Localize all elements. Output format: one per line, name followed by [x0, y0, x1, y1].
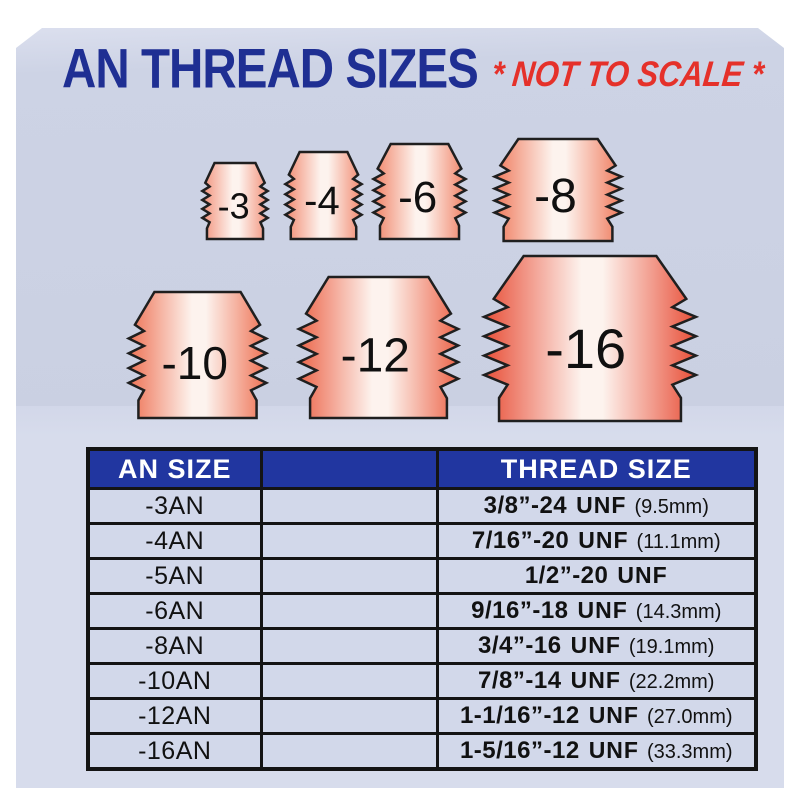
thread-fraction: 7/8”-14: [478, 667, 562, 694]
table-row: -3AN 3/8”-24 UNF (9.5mm): [88, 489, 756, 524]
thread-standard: UNF: [617, 562, 668, 588]
fitting-outline: [299, 277, 458, 418]
thread-mm-equivalent: (14.3mm): [635, 601, 722, 623]
thread-fraction: 3/8”-24: [483, 492, 568, 519]
table-header: AN SIZE THREAD SIZE: [88, 449, 756, 489]
empty-cell: [261, 594, 437, 629]
table-row: -6AN 9/16”-18 UNF (14.3mm): [88, 594, 756, 629]
an-size-cell: -3AN: [88, 489, 261, 524]
table-body: -3AN 3/8”-24 UNF (9.5mm) -4AN 7/16”-20 UNF (11.…: [88, 489, 756, 770]
table-row: -12AN 1-1/16”-12 UNF (27.0mm): [88, 699, 756, 734]
fitting-shape-8: -8: [494, 137, 622, 243]
fitting-shape-10: -10: [128, 290, 267, 420]
fitting-label: -4: [304, 179, 340, 223]
thread-fraction: 1-1/16”-12: [459, 702, 580, 729]
an-size-cell: -8AN: [88, 629, 261, 664]
fitting-outline: [285, 152, 361, 239]
fitting-label: -16: [545, 317, 626, 380]
table-row: -16AN 1-5/16”-12 UNF (33.3mm): [88, 734, 756, 770]
thread-fraction: 1/2”-20: [524, 562, 609, 589]
table-row: -5AN 1/2”-20 UNF: [88, 559, 756, 594]
empty-cell: [261, 559, 437, 594]
thread-size-cell: 3/4”-16 UNF (19.1mm): [437, 629, 756, 664]
col-header-empty: [261, 449, 437, 489]
empty-cell: [261, 734, 437, 770]
thread-standard: UNF: [588, 702, 639, 728]
thread-size-cell: 7/16”-20 UNF (11.1mm): [437, 524, 756, 559]
thread-size-cell: 3/8”-24 UNF (9.5mm): [437, 489, 756, 524]
thread-mm-equivalent: (22.2mm): [628, 671, 715, 693]
thread-size-cell: 1-1/16”-12 UNF (27.0mm): [437, 699, 756, 734]
thread-size-cell: 1/2”-20 UNF: [437, 559, 756, 594]
empty-cell: [261, 629, 437, 664]
fitting-shape-6: -6: [373, 142, 466, 241]
thread-standard: UNF: [570, 632, 621, 658]
thread-size-cell: 1-5/16”-12 UNF (33.3mm): [437, 734, 756, 770]
col-header-thread-size: THREAD SIZE: [437, 449, 756, 489]
header-row: AN SIZE THREAD SIZE: [88, 449, 756, 489]
thread-fraction: 9/16”-18: [471, 597, 569, 624]
empty-cell: [261, 524, 437, 559]
an-size-cell: -12AN: [88, 699, 261, 734]
fittings-diagram: -3 -4 -6 -8 -10 -12 -16: [16, 28, 784, 788]
thread-fraction: 3/4”-16: [478, 632, 562, 659]
thread-size-cell: 9/16”-18 UNF (14.3mm): [437, 594, 756, 629]
thread-mm-equivalent: (27.0mm): [646, 706, 733, 728]
thread-mm-equivalent: (19.1mm): [628, 636, 715, 658]
fitting-shape-3: -3: [202, 161, 268, 241]
thread-standard: UNF: [570, 667, 621, 693]
thread-mm-equivalent: (11.1mm): [636, 531, 721, 553]
fitting-outline: [495, 139, 622, 241]
an-size-cell: -16AN: [88, 734, 261, 770]
thread-fraction: 7/16”-20: [471, 527, 570, 554]
thread-fraction: 1-5/16”-12: [459, 737, 580, 764]
fitting-label: -6: [398, 173, 437, 222]
panel: AN THREAD SIZES * NOT TO SCALE * -3 -4 -6-…: [16, 28, 784, 788]
fitting-outline: [484, 256, 696, 421]
col-header-an-size: AN SIZE: [88, 449, 261, 489]
an-size-cell: -5AN: [88, 559, 261, 594]
fitting-shape-16: -16: [483, 254, 697, 423]
an-size-cell: -4AN: [88, 524, 261, 559]
page-title: AN THREAD SIZES: [62, 37, 478, 100]
fitting-label: -8: [534, 170, 577, 223]
thread-standard: UNF: [576, 492, 627, 518]
an-size-cell: -6AN: [88, 594, 261, 629]
empty-cell: [261, 699, 437, 734]
thread-size-table: AN SIZE THREAD SIZE -3AN 3/8”-24 UNF (9.5mm)…: [86, 447, 758, 771]
empty-cell: [261, 489, 437, 524]
table-row: -8AN 3/4”-16 UNF (19.1mm): [88, 629, 756, 664]
fitting-shape-12: -12: [298, 275, 459, 420]
fitting-label: -3: [218, 185, 250, 226]
fitting-label: -10: [161, 337, 227, 389]
thread-size-cell: 7/8”-14 UNF (22.2mm): [437, 664, 756, 699]
thread-standard: UNF: [577, 597, 628, 623]
empty-cell: [261, 664, 437, 699]
fitting-label: -12: [341, 330, 410, 383]
table-row: -10AN 7/8”-14 UNF (22.2mm): [88, 664, 756, 699]
thread-mm-equivalent: (33.3mm): [646, 741, 733, 763]
thread-standard: UNF: [588, 737, 639, 763]
fitting-outline: [373, 144, 465, 239]
thread-mm-equivalent: (9.5mm): [634, 496, 709, 518]
fitting-shape-4: -4: [285, 150, 362, 241]
fitting-outline: [129, 292, 267, 418]
table-row: -4AN 7/16”-20 UNF (11.1mm): [88, 524, 756, 559]
an-size-cell: -10AN: [88, 664, 261, 699]
thread-standard: UNF: [578, 527, 629, 553]
fitting-outline: [202, 163, 267, 239]
